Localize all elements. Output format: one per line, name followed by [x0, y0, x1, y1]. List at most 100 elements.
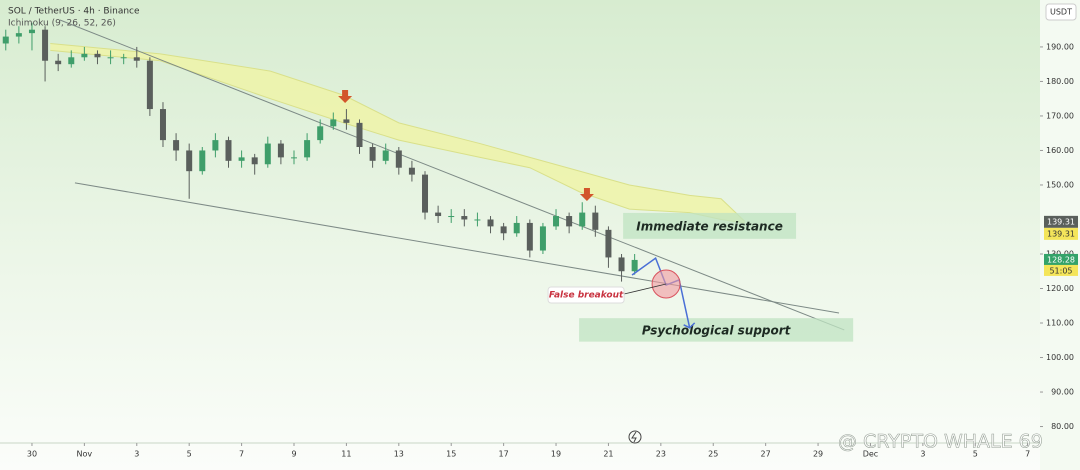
candle-body [173, 140, 180, 151]
x-tick-label: 13 [394, 450, 404, 459]
candle-body [55, 60, 62, 65]
annotation-layer: Immediate resistance Psychological suppor… [338, 89, 854, 342]
countdown: 51:05 [1049, 266, 1072, 275]
candle-body [107, 57, 114, 59]
candle-body [487, 219, 494, 227]
callout-label: False breakout [549, 291, 624, 301]
x-tick-label: 9 [291, 450, 296, 459]
candle-body [68, 57, 75, 65]
candle-body [395, 150, 402, 168]
candle-body [42, 29, 49, 61]
x-tick-label: 15 [446, 450, 456, 459]
x-tick-label: 11 [341, 450, 351, 459]
candle-body [618, 257, 625, 272]
x-tick-label: 5 [187, 450, 192, 459]
candle-body [277, 143, 284, 158]
x-tick-label: 30 [27, 450, 37, 459]
candle-body [238, 157, 245, 161]
signal-arrow [338, 89, 353, 103]
x-tick-label: 3 [134, 450, 139, 459]
candle-body [526, 222, 533, 251]
callout-pointer [623, 283, 667, 295]
trendline [59, 19, 845, 331]
candle-body [81, 53, 88, 58]
candle-body [2, 36, 9, 44]
candle-body [212, 140, 219, 151]
candle-body [408, 167, 415, 175]
candle-body [251, 157, 258, 165]
y-tick-label: 120.00 [1046, 284, 1074, 293]
countdown-box [1044, 264, 1078, 276]
candle-body [133, 57, 140, 61]
replay-bolt [631, 431, 637, 443]
candle-body [304, 140, 311, 158]
candle-body [264, 143, 271, 165]
candle-body [566, 216, 573, 227]
price-label: 139.31 [1047, 229, 1075, 238]
watermark: @ CRYPTO WHALE 69 [838, 431, 1043, 453]
price-label-box [1044, 253, 1078, 266]
x-tick-label: 5 [973, 450, 978, 459]
replay-icon[interactable] [628, 430, 642, 444]
candle-body [330, 119, 337, 127]
price-label-box [1044, 215, 1078, 228]
candle-body [422, 174, 429, 213]
x-tick-label: 3 [920, 450, 925, 459]
signal-arrow [579, 187, 594, 201]
candle-body [461, 216, 468, 220]
candle-body [343, 119, 350, 123]
chart-title: SOL / TetherUS · 4h · Binance [8, 7, 140, 17]
candle-body [369, 147, 376, 161]
price-label: 139.31 [1047, 217, 1075, 226]
y-tick-label: 180.00 [1046, 77, 1074, 86]
y-tick-label: 150.00 [1046, 180, 1074, 189]
candle-body [500, 226, 507, 234]
y-tick-label: 80.00 [1051, 422, 1074, 431]
currency-box [1045, 3, 1077, 21]
y-tick-label: 100.00 [1046, 353, 1074, 362]
candle-body [15, 33, 22, 37]
ichimoku-cloud [50, 43, 745, 223]
y-tick-label: 170.00 [1046, 111, 1074, 120]
candle-body [579, 212, 586, 227]
y-tick-label: 110.00 [1046, 319, 1074, 328]
cloud-layer [50, 19, 845, 331]
zone-label: Immediate resistance [636, 219, 783, 233]
x-tick-label: 29 [813, 450, 823, 459]
candle-body [356, 122, 363, 148]
callout-box [547, 286, 625, 304]
candle-body [146, 60, 153, 110]
currency: USDT [1050, 8, 1072, 17]
candle-body [290, 157, 297, 159]
candle-body [28, 29, 35, 34]
zone-box [579, 318, 854, 342]
x-tick-label: 27 [761, 450, 771, 459]
candle-body [592, 212, 599, 230]
x-tick-label: 17 [499, 450, 509, 459]
candle-body [448, 216, 455, 218]
candle-body [120, 57, 127, 59]
x-tick-label: 23 [656, 450, 666, 459]
candle-layer [2, 22, 638, 282]
price-label: 128.28 [1047, 255, 1075, 264]
x-tick-label: 25 [708, 450, 718, 459]
candle-body [553, 216, 560, 227]
candle-body [94, 53, 101, 58]
x-tick-label: Dec [863, 450, 878, 459]
price-label-box [1044, 227, 1078, 240]
candle-body [474, 219, 481, 221]
x-tick-label: 7 [1025, 450, 1030, 459]
candle-body [225, 140, 232, 161]
candle-body [631, 259, 638, 272]
cloud-edge [50, 42, 746, 222]
indicator-label: Ichimoku (9, 26, 52, 26) [8, 19, 116, 29]
candle-body [605, 229, 612, 258]
candle-body [317, 126, 324, 141]
candle-body [186, 150, 193, 172]
candle-body [159, 109, 166, 141]
y-tick-label: 160.00 [1046, 146, 1074, 155]
candle-body [513, 222, 520, 234]
candle-body [539, 226, 546, 251]
x-tick-label: 21 [603, 450, 613, 459]
